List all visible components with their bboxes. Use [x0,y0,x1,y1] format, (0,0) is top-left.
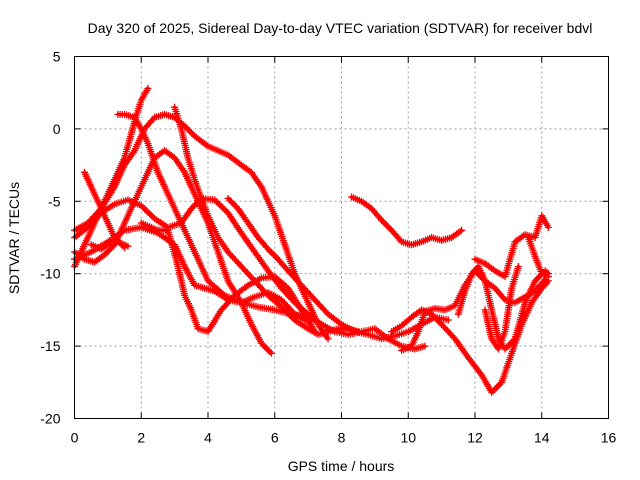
x-tick-label: 2 [137,430,145,446]
chart-title: Day 320 of 2025, Sidereal Day-to-day VTE… [88,20,593,36]
y-tick-label: 5 [53,49,61,65]
y-tick-label: -10 [40,266,60,282]
x-tick-label: 6 [271,430,279,446]
axis-ticks: 0 2 4 6 8 10 12 14 16 -20 -15 -10 -5 0 5 [40,49,616,446]
y-tick-label: -5 [48,193,61,209]
x-tick-label: 0 [71,430,79,446]
y-tick-label: -20 [40,411,60,427]
series-arc-17 [481,263,522,353]
series-arc-10 [171,103,362,338]
series-arc-12 [348,193,466,249]
series-arc-18 [524,234,552,281]
series-arc-16 [471,212,552,281]
plus-markers [481,263,522,353]
y-tick-label: -15 [40,338,60,354]
plus-markers [171,103,362,338]
series-arc-9 [137,219,319,336]
x-tick-label: 16 [601,430,617,446]
series-arc-11 [224,194,452,343]
y-axis-label: SDTVAR / TECUs [6,182,22,294]
plus-markers [224,194,452,343]
grid-lines [74,56,609,419]
plus-markers [137,219,319,336]
x-tick-label: 12 [467,430,483,446]
x-axis-label: GPS time / hours [288,458,395,474]
series-trace [73,112,330,341]
x-tick-label: 8 [338,430,346,446]
y-tick-label: 0 [53,121,61,137]
plus-markers [524,234,552,281]
plus-markers [348,193,466,249]
data-series-group [71,84,552,396]
x-tick-label: 14 [534,430,550,446]
plus-markers [471,212,552,281]
x-tick-label: 4 [204,430,212,446]
x-tick-label: 10 [400,430,416,446]
